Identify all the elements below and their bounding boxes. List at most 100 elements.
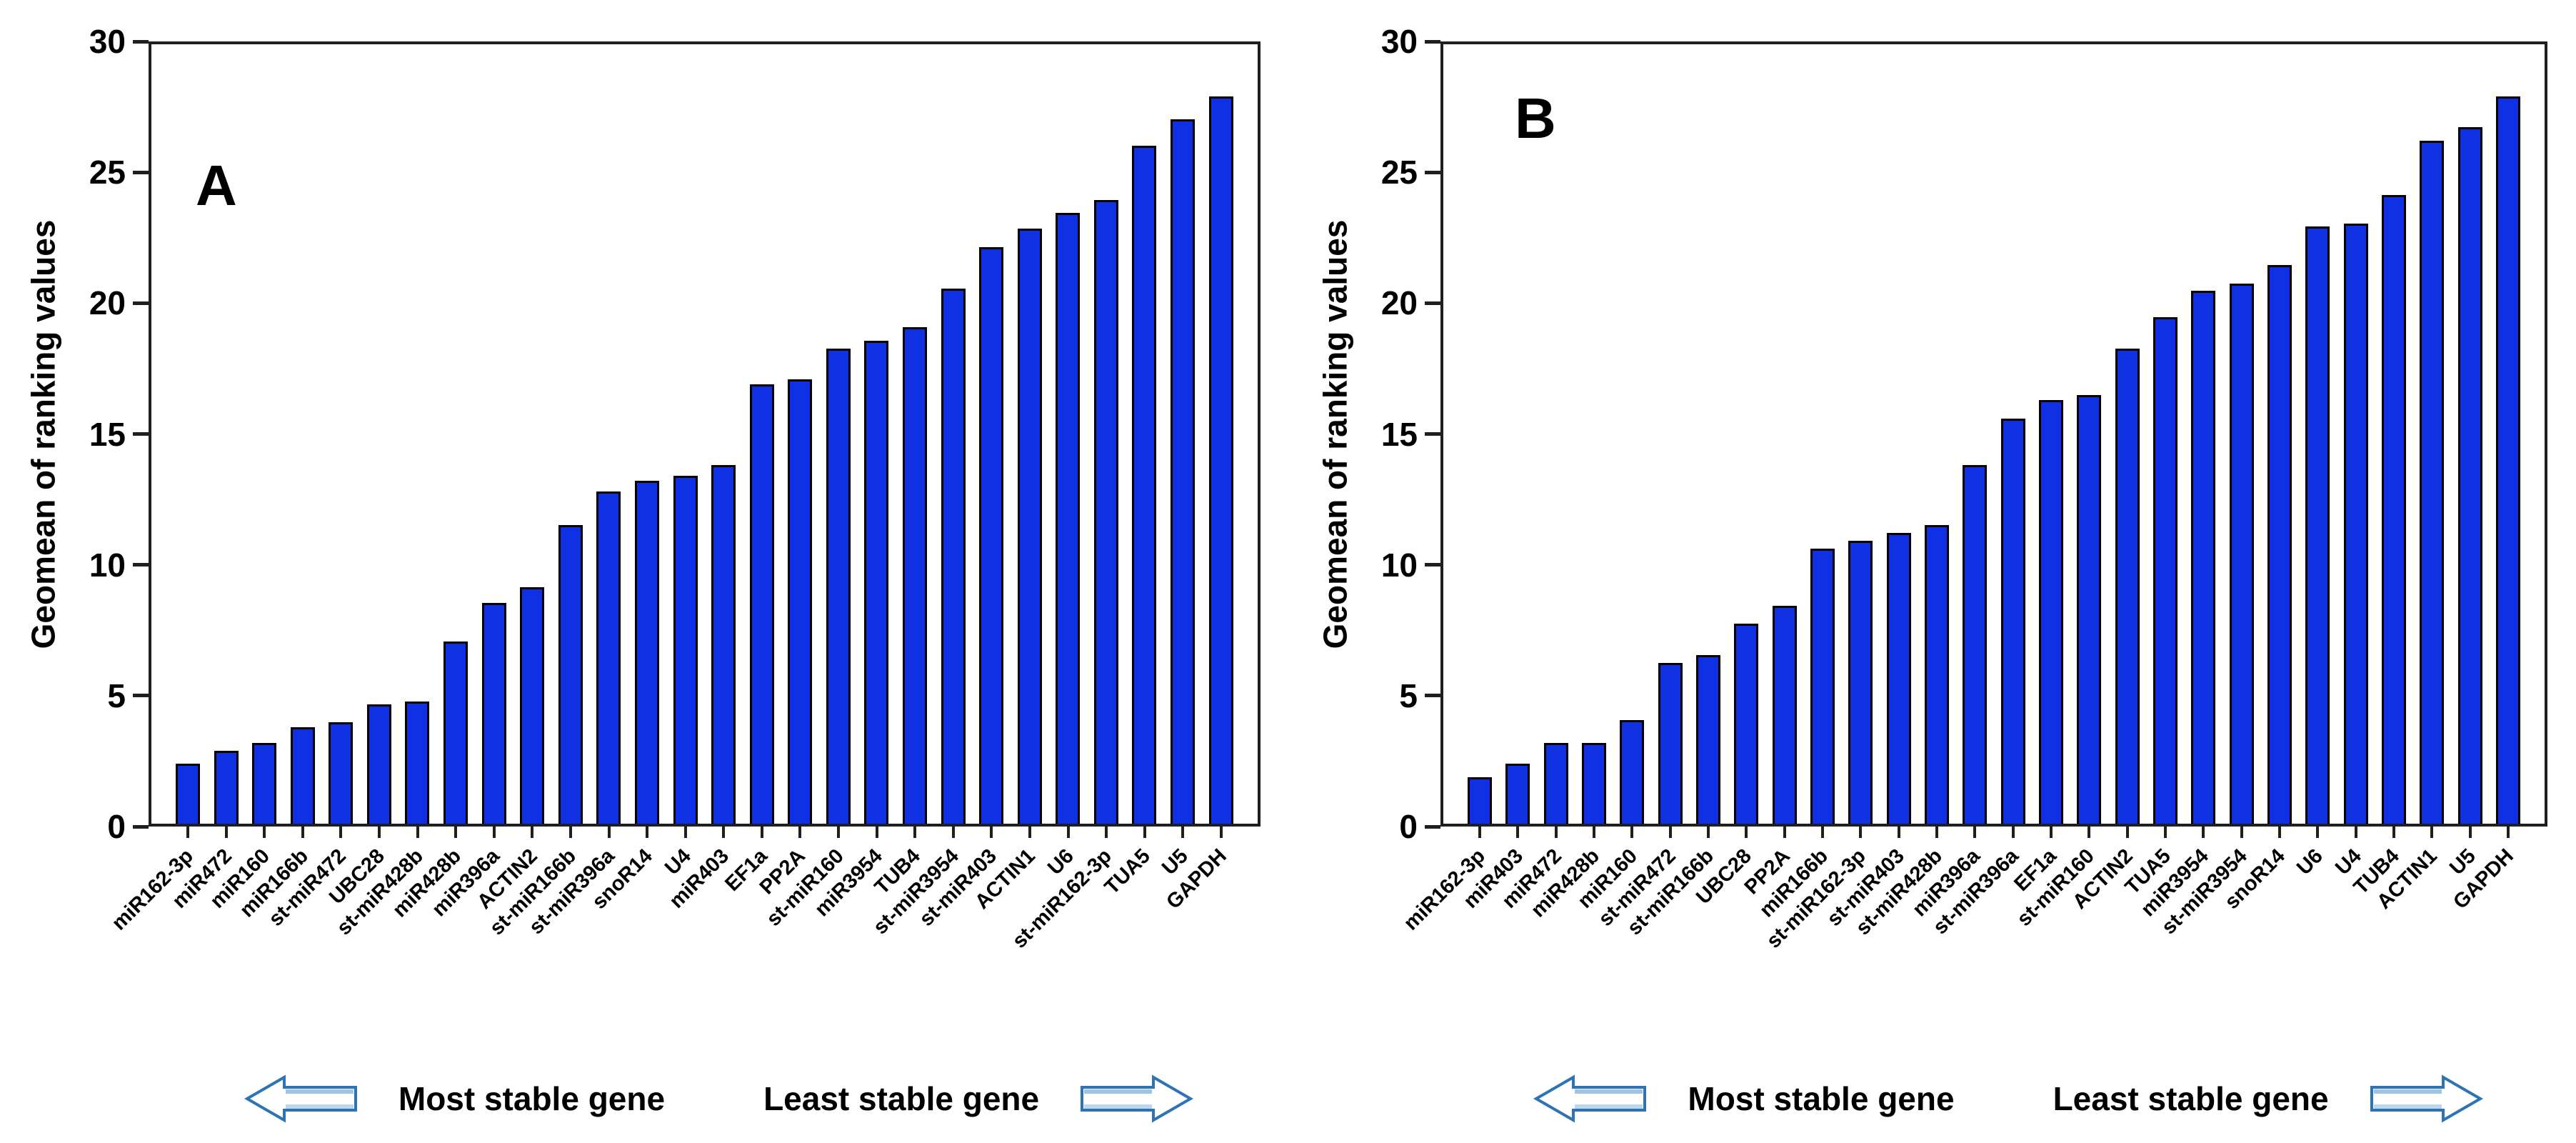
y-tick-mark [133, 824, 149, 829]
y-tick-label: 30 [89, 23, 126, 60]
x-tick-mark [2392, 827, 2395, 838]
x-tick-mark [2354, 827, 2357, 838]
panel-letter-a: A [196, 154, 237, 217]
bar-st-miR160 [826, 348, 851, 824]
most-stable-label: Most stable gene [1688, 1080, 1955, 1117]
bar-ACTIN1 [1017, 229, 1042, 824]
x-tick-mark [1066, 827, 1070, 838]
y-tick-label: 15 [1380, 415, 1418, 453]
y-tick-label: 0 [1399, 808, 1418, 845]
x-tick-mark [531, 827, 534, 838]
bar-miR472 [1543, 743, 1568, 824]
x-tick-mark [1220, 827, 1223, 838]
bar-U5 [2457, 127, 2482, 824]
x-tick-mark [2202, 827, 2205, 838]
y-tick-label: 25 [89, 154, 126, 191]
y-tick-label: 25 [1380, 154, 1418, 191]
left-arrow-icon [1533, 1074, 1647, 1123]
x-tick-mark [1028, 827, 1032, 838]
bar-miR166b [1810, 548, 1835, 824]
x-tick-mark [1859, 827, 1863, 838]
x-tick-mark [2240, 827, 2243, 838]
y-tick-label: 15 [89, 415, 126, 453]
right-arrow-icon [1081, 1074, 1194, 1123]
x-tick-mark [1897, 827, 1900, 838]
y-tick-label: 10 [1380, 546, 1418, 584]
bar-snoR14 [634, 480, 659, 824]
bar-U6 [1056, 213, 1081, 824]
y-tick-mark [133, 432, 149, 436]
bar-miR160 [1620, 719, 1645, 824]
y-tick-label: 0 [107, 808, 126, 845]
plot-area-b: B [1440, 41, 2547, 827]
bar-miR428b [443, 642, 468, 824]
x-tick-mark [2278, 827, 2281, 838]
x-tick-mark [1478, 827, 1481, 838]
y-tick-label: 30 [1380, 23, 1418, 60]
x-tick-mark [263, 827, 266, 838]
bar-miR472 [214, 751, 239, 824]
y-tick-mark [1425, 170, 1440, 174]
x-tick-mark [2050, 827, 2053, 838]
bar-U4 [2343, 223, 2368, 824]
bar-ACTIN2 [2115, 348, 2140, 824]
y-tick-mark [1425, 824, 1440, 829]
bar-GAPDH [2495, 96, 2520, 824]
x-tick-mark [951, 827, 955, 838]
bar-st-miR428b [1924, 524, 1949, 824]
caption-b: Most stable gene Least stable gene [1455, 1070, 2562, 1127]
x-tick-mark [722, 827, 726, 838]
x-tick-mark [607, 827, 611, 838]
x-tick-mark [1516, 827, 1520, 838]
x-tick-mark [1105, 827, 1108, 838]
x-tick-mark [339, 827, 343, 838]
x-tick-mark [416, 827, 419, 838]
panel-A: Geomean of ranking values A Most stable … [24, 23, 1275, 1127]
bar-st-miR162-3p [1848, 540, 1873, 824]
x-tick-mark [568, 827, 572, 838]
x-tick-mark [1554, 827, 1558, 838]
bar-st-miR403 [1886, 532, 1911, 824]
bar-U4 [673, 475, 698, 824]
x-tick-mark [2468, 827, 2472, 838]
x-tick-mark [760, 827, 763, 838]
x-tick-mark [990, 827, 993, 838]
x-tick-mark [646, 827, 649, 838]
bar-TUB4 [902, 327, 927, 824]
x-tick-mark [2507, 827, 2510, 838]
bar-miR166b [290, 727, 315, 824]
bar-PP2A [788, 379, 813, 824]
x-tick-mark [224, 827, 228, 838]
caption-a: Most stable gene Least stable gene [163, 1070, 1275, 1127]
x-tick-mark [798, 827, 802, 838]
bar-miR396a [1963, 465, 1988, 824]
bar-st-miR472 [329, 722, 354, 824]
bar-miR3954 [864, 340, 889, 824]
bar-PP2A [1772, 605, 1797, 824]
bar-st-miR3954 [941, 288, 966, 824]
bar-TUB4 [2381, 194, 2406, 824]
x-tick-mark [1973, 827, 1977, 838]
panel-B: Geomean of ranking values B Most stable … [1288, 0, 2576, 1143]
least-stable-label: Least stable gene [763, 1080, 1040, 1117]
y-tick-label: 5 [1399, 677, 1418, 714]
x-tick-mark [492, 827, 496, 838]
y-tick-mark [133, 39, 149, 44]
bars-b [1443, 44, 2545, 824]
x-tick-mark [913, 827, 917, 838]
bar-miR162-3p [176, 764, 200, 824]
x-tick-mark [2125, 827, 2129, 838]
y-tick-mark [133, 694, 149, 698]
x-tick-mark [1143, 827, 1146, 838]
x-tick-mark [454, 827, 458, 838]
left-arrow-icon [244, 1074, 357, 1123]
bar-U6 [2305, 226, 2330, 824]
bar-U5 [1171, 119, 1196, 824]
bar-miR428b [1581, 743, 1606, 824]
x-tick-mark [1593, 827, 1595, 838]
bar-GAPDH [1208, 96, 1233, 824]
bar-st-miR160 [2077, 394, 2102, 824]
bar-st-miR428b [405, 702, 430, 824]
x-tick-mark [1821, 827, 1824, 838]
